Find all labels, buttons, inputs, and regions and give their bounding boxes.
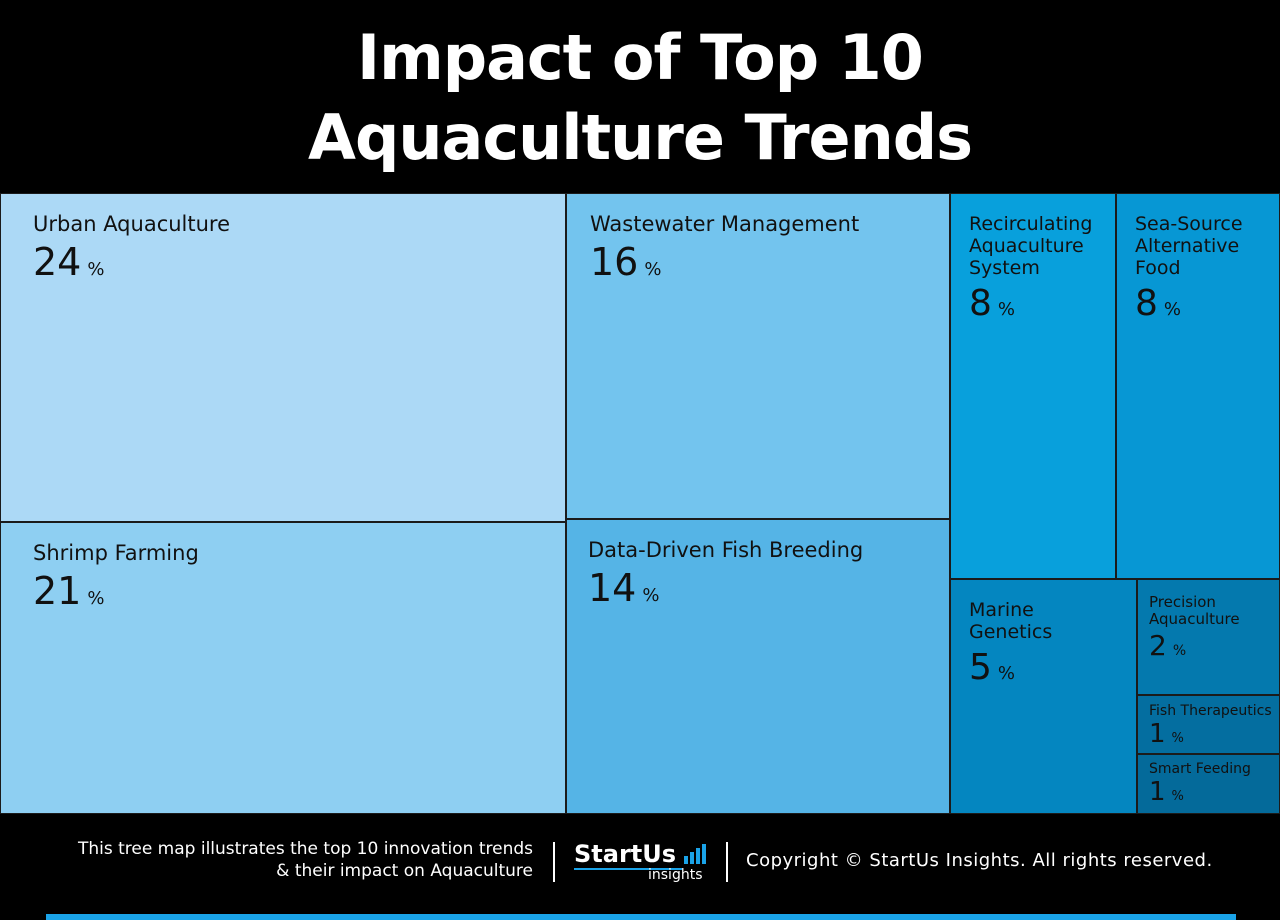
tile-value: 14% (588, 566, 949, 618)
tile-value-number: 16 (590, 240, 639, 284)
separator-left (553, 842, 555, 882)
tile-label: Sea-Source Alternative Food (1135, 213, 1243, 279)
logo-underline (574, 868, 682, 870)
tile-value: 1% (1149, 719, 1279, 753)
treemap-tile: Precision Aquaculture 2% (1137, 579, 1280, 695)
logo-subtext: insights (648, 867, 703, 883)
treemap-tile: Wastewater Management 16% (566, 193, 950, 519)
tile-value-unit: % (997, 299, 1016, 320)
tile-value: 2% (1149, 630, 1279, 667)
tile-value-number: 2 (1149, 629, 1167, 662)
tile-value-unit: % (644, 259, 662, 280)
treemap-tile: Urban Aquaculture 24% (0, 193, 566, 522)
tile-label: Smart Feeding (1149, 761, 1251, 777)
chart-title: Impact of Top 10 Aquaculture Trends (0, 18, 1280, 178)
title-line-1: Impact of Top 10 (357, 21, 924, 94)
tile-value-number: 24 (33, 240, 82, 284)
tile-value-unit: % (87, 259, 105, 280)
treemap-tile: Recirculating Aquaculture System 8% (950, 193, 1116, 579)
tile-value: 1% (1149, 777, 1279, 812)
separator-right (726, 842, 728, 882)
tile-label: Shrimp Farming (33, 541, 199, 565)
treemap-tile: Smart Feeding 1% (1137, 754, 1280, 814)
caption: This tree map illustrates the top 10 inn… (20, 838, 533, 882)
tile-value-unit: % (1163, 299, 1182, 320)
copyright-text: Copyright © StartUs Insights. All rights… (746, 850, 1213, 871)
tile-value-unit: % (1171, 731, 1184, 746)
tile-label: Marine Genetics (969, 599, 1053, 643)
startus-insights-logo: StartUs insights (574, 840, 714, 886)
tile-label: Fish Therapeutics (1149, 703, 1272, 719)
tile-value-number: 14 (588, 566, 637, 610)
tile-value: 21% (33, 569, 565, 621)
tile-value-number: 8 (969, 283, 992, 324)
tile-value-unit: % (1171, 789, 1184, 804)
treemap-tile: Sea-Source Alternative Food 8% (1116, 193, 1280, 579)
tile-value: 16% (590, 240, 949, 292)
tile-label: Urban Aquaculture (33, 212, 231, 236)
tile-value-number: 8 (1135, 283, 1158, 324)
treemap: Urban Aquaculture 24% Shrimp Farming 21% Was… (0, 193, 1280, 814)
bottom-accent-bar (46, 914, 1236, 920)
tile-value: 8% (969, 283, 1115, 330)
treemap-tile: Marine Genetics 5% (950, 579, 1137, 814)
logo-bars-icon (684, 844, 708, 864)
tile-label: Data-Driven Fish Breeding (588, 538, 864, 562)
title-line-2: Aquaculture Trends (308, 101, 973, 174)
tile-value-number: 21 (33, 569, 82, 613)
tile-value-number: 1 (1149, 777, 1166, 807)
logo-wordmark: StartUs (574, 840, 677, 868)
treemap-tile: Fish Therapeutics 1% (1137, 695, 1280, 754)
tile-value-unit: % (642, 585, 660, 606)
tile-label: Precision Aquaculture (1149, 593, 1240, 628)
footer: This tree map illustrates the top 10 inn… (0, 814, 1280, 920)
tile-value: 5% (969, 647, 1136, 694)
tile-label: Recirculating Aquaculture System (969, 213, 1093, 279)
tile-value-number: 1 (1149, 719, 1166, 749)
treemap-tile: Shrimp Farming 21% (0, 522, 566, 814)
tile-value: 24% (33, 240, 565, 292)
tile-value-unit: % (87, 588, 105, 609)
tile-label: Wastewater Management (590, 212, 860, 236)
tile-value-unit: % (1172, 643, 1187, 659)
tile-value-number: 5 (969, 647, 992, 688)
tile-value-unit: % (997, 663, 1016, 684)
tile-value: 8% (1135, 283, 1279, 330)
treemap-tile: Data-Driven Fish Breeding 14% (566, 519, 950, 814)
caption-line-1: This tree map illustrates the top 10 inn… (77, 839, 533, 859)
caption-line-2: & their impact on Aquaculture (276, 861, 533, 881)
